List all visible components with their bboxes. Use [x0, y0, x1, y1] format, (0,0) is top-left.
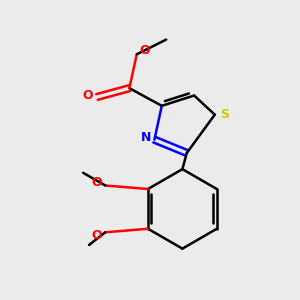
Text: O: O: [140, 44, 150, 57]
Text: N: N: [141, 131, 152, 144]
Text: O: O: [92, 176, 102, 189]
Text: S: S: [220, 108, 229, 121]
Text: O: O: [92, 229, 102, 242]
Text: O: O: [82, 89, 93, 102]
